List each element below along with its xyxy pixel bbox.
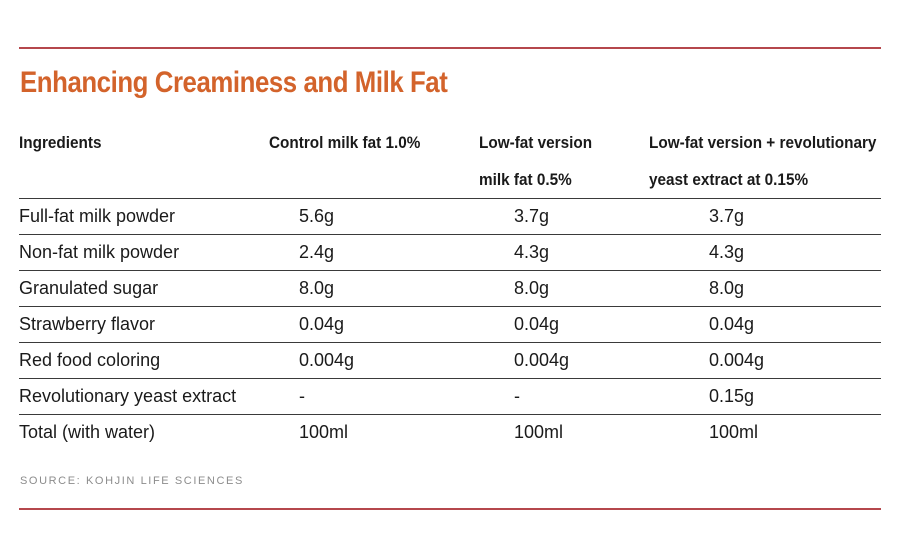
control-value: 100ml (299, 422, 349, 442)
ingredients-table-container: Ingredients Control milk fat 1.0% Low-fa… (19, 124, 881, 450)
low-fat-yeast-value: 8.0g (649, 270, 881, 307)
table-row: Revolutionary yeast extract - - 0.15g (19, 378, 881, 415)
ingredients-table: Ingredients Control milk fat 1.0% Low-fa… (19, 124, 881, 450)
header-ingredients: Ingredients (19, 124, 269, 199)
low-fat-yeast-value: 0.15g (649, 378, 881, 415)
control-value: 8.0g (269, 270, 479, 307)
table-row: Red food coloring 0.004g 0.004g 0.004g (19, 342, 881, 379)
ingredient-name: Granulated sugar (19, 270, 269, 307)
ingredient-name: Red food coloring (19, 342, 269, 379)
ingredient-name: Full-fat milk powder (19, 198, 269, 235)
low-fat-value: 0.004g (479, 342, 649, 379)
header-low-fat-yeast-line-2: yeast extract at 0.15% (649, 170, 809, 189)
low-fat-value: - (479, 378, 649, 415)
table-row-total: Total (with water) 100ml 100ml 100ml (19, 415, 881, 451)
header-low-fat-line-1: Low-fat version (479, 133, 593, 152)
control-value: 5.6g (269, 198, 479, 235)
low-fat-value: 8.0g (479, 270, 649, 307)
header-control: Control milk fat 1.0% (269, 124, 479, 199)
low-fat-yeast-value: 0.004g (649, 342, 881, 379)
control-value: - (269, 378, 479, 415)
low-fat-yeast-value: 100ml (709, 422, 759, 442)
ingredient-name: Strawberry flavor (19, 306, 269, 343)
header-low-fat-line-2: milk fat 0.5% (479, 170, 572, 189)
table-row: Full-fat milk powder 5.6g 3.7g 3.7g (19, 198, 881, 235)
control-value: 0.004g (269, 342, 479, 379)
low-fat-value: 4.3g (479, 234, 649, 271)
control-value: 0.04g (269, 306, 479, 343)
source-credit: SOURCE: KOHJIN LIFE SCIENCES (20, 475, 244, 487)
low-fat-value: 3.7g (479, 198, 649, 235)
header-ingredients-label: Ingredients (19, 133, 102, 152)
ingredient-name: Total (with water) (19, 422, 156, 442)
header-control-label: Control milk fat 1.0% (269, 133, 421, 152)
low-fat-yeast-value: 3.7g (649, 198, 881, 235)
table-row: Granulated sugar 8.0g 8.0g 8.0g (19, 270, 881, 307)
top-divider (19, 47, 881, 49)
low-fat-value: 0.04g (479, 306, 649, 343)
page-title: Enhancing Creaminess and Milk Fat (20, 66, 448, 99)
low-fat-yeast-value: 0.04g (649, 306, 881, 343)
header-low-fat-yeast: Low-fat version + revolutionary yeast ex… (649, 124, 881, 199)
header-low-fat: Low-fat version milk fat 0.5% (479, 124, 649, 199)
low-fat-value: 100ml (514, 422, 564, 442)
header-low-fat-yeast-line-1: Low-fat version + revolutionary (649, 133, 877, 152)
table-row: Non-fat milk powder 2.4g 4.3g 4.3g (19, 234, 881, 271)
bottom-divider (19, 508, 881, 510)
ingredient-name: Non-fat milk powder (19, 234, 269, 271)
table-header-row: Ingredients Control milk fat 1.0% Low-fa… (19, 124, 881, 199)
table-row: Strawberry flavor 0.04g 0.04g 0.04g (19, 306, 881, 343)
low-fat-yeast-value: 4.3g (649, 234, 881, 271)
control-value: 2.4g (269, 234, 479, 271)
ingredient-name: Revolutionary yeast extract (19, 378, 269, 415)
